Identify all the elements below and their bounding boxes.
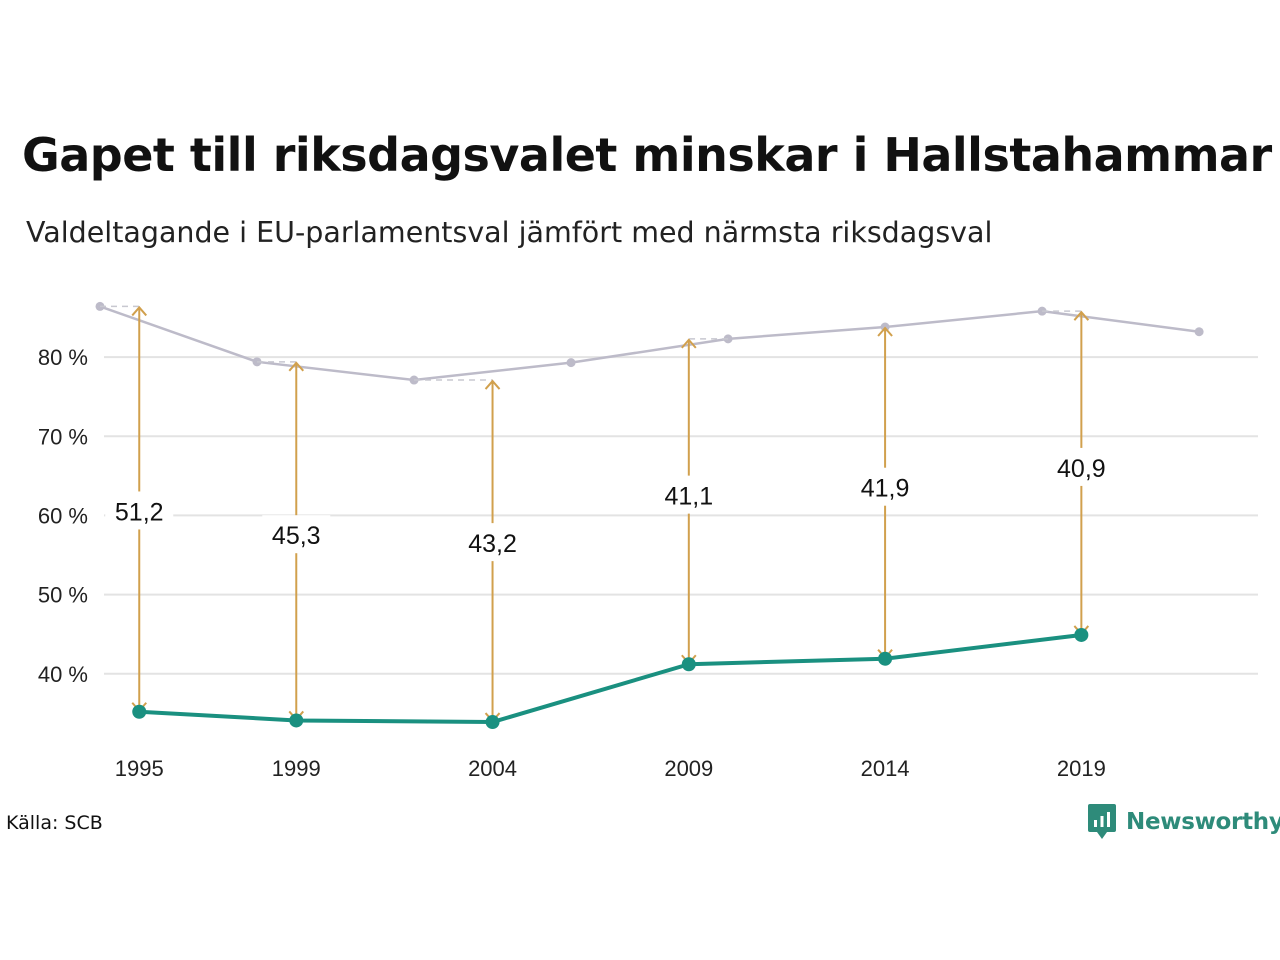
- newsworthy-logo: Newsworthy: [1088, 804, 1280, 840]
- newsworthy-logo-icon: [1088, 804, 1116, 839]
- gap-label-background: [105, 491, 174, 530]
- x-tick-label: 2014: [861, 756, 910, 781]
- riksdag-series-line: [99, 305, 1200, 382]
- x-tick-label: 2019: [1057, 756, 1106, 781]
- source-note: Källa: SCB: [6, 812, 103, 834]
- riksdag-point: [1194, 327, 1204, 337]
- gap-label-background: [458, 523, 527, 562]
- eu-point: [485, 715, 500, 730]
- chart-title: Gapet till riksdagsvalet minskar i Halls…: [22, 128, 1272, 182]
- gap-arrow-head-top: [681, 338, 697, 349]
- gap-label: 45,3: [272, 522, 321, 550]
- gap-label: 40,9: [1057, 455, 1106, 483]
- x-tick-label: 2009: [664, 756, 713, 781]
- series-line-layer: [132, 627, 1089, 730]
- riksdag-point: [566, 358, 576, 368]
- eu-point: [132, 704, 147, 719]
- newsworthy-brand-text: Newsworthy: [1126, 809, 1280, 835]
- x-tick-label: 2004: [468, 756, 517, 781]
- chart-subtitle: Valdeltagande i EU-parlamentsval jämfört…: [26, 216, 993, 249]
- y-tick-label: 40 %: [38, 662, 88, 687]
- gap-label-background: [1047, 447, 1116, 486]
- gap-arrow-head-top: [1073, 310, 1090, 321]
- y-tick-label: 60 %: [38, 503, 88, 528]
- gap-label-background: [262, 515, 331, 554]
- axis-label-layer: 40 % 50 % 60 % 70 % 80 % 1995 1999 2004 2009 2014…: [38, 345, 1106, 781]
- eu-series-line: [139, 632, 1082, 725]
- eu-point: [289, 713, 304, 728]
- eu-point: [681, 657, 696, 672]
- eu-point: [1074, 627, 1089, 642]
- riksdag-reference-layer: [95, 301, 1204, 385]
- x-tick-label: 1999: [272, 756, 321, 781]
- gap-arrow-head-top: [131, 305, 148, 317]
- gap-label: 41,1: [664, 483, 713, 511]
- gap-label: 51,2: [115, 498, 164, 526]
- gap-arrow-head-top: [877, 326, 893, 337]
- x-tick-label: 1995: [115, 756, 164, 781]
- gap-label-background: [851, 467, 920, 506]
- y-tick-label: 50 %: [38, 583, 88, 608]
- gap-arrow-head-top: [484, 379, 501, 390]
- gap-label: 43,2: [468, 530, 517, 558]
- gap-label-layer: 51,2 45,3 43,2 41,1 41,9 40,9: [105, 447, 1116, 562]
- y-tick-label: 80 %: [38, 345, 88, 370]
- gap-arrow-layer: [100, 305, 1090, 723]
- line-chart: 51,2 45,3 43,2 41,1 41,9 40,9 40 % 50 % 60 % 70 …: [38, 301, 1258, 781]
- gap-label-background: [654, 475, 723, 514]
- y-tick-label: 70 %: [38, 424, 88, 449]
- gap-arrow-head-top: [288, 361, 305, 372]
- gap-label: 41,9: [861, 475, 910, 503]
- eu-point: [878, 651, 893, 666]
